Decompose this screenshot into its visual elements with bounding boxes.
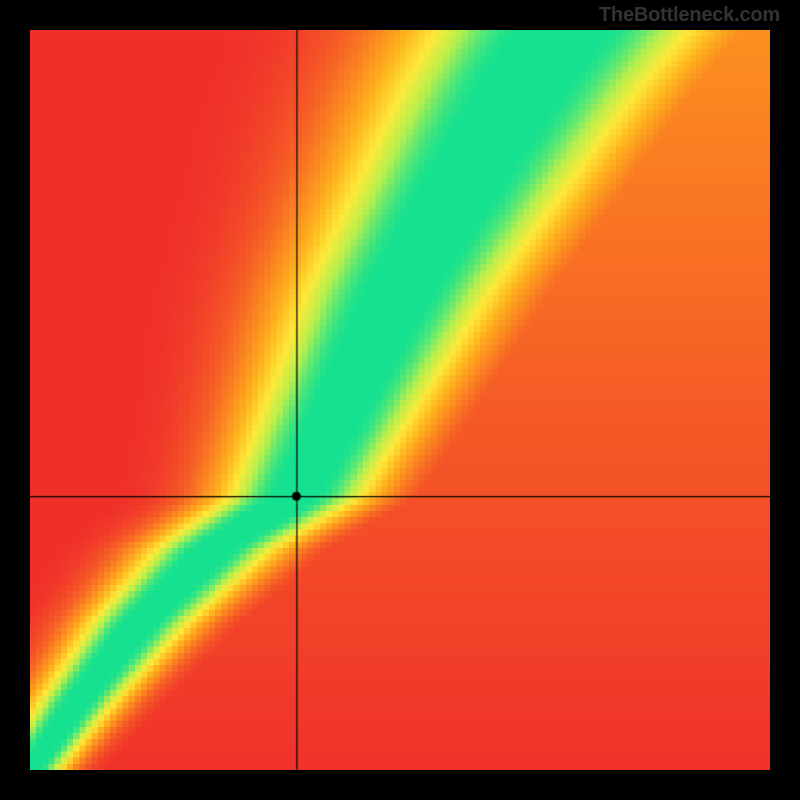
attribution-label: TheBottleneck.com [599,4,780,27]
chart-container: { "attribution": "TheBottleneck.com", "c… [0,0,800,800]
crosshair-overlay [30,30,770,770]
